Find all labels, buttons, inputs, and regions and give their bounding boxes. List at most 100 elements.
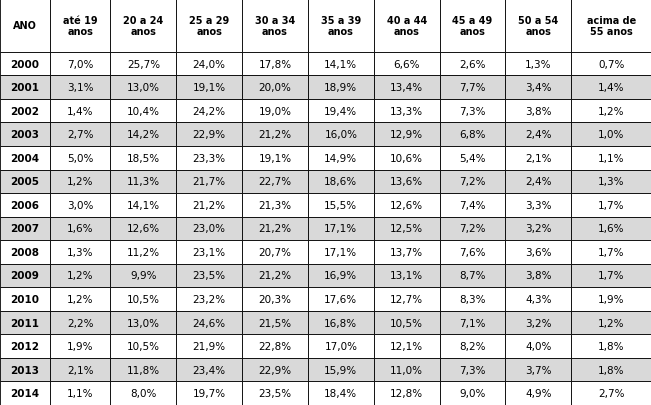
Bar [374, 288, 439, 311]
Text: 9,0%: 9,0% [460, 388, 486, 398]
Bar [308, 335, 374, 358]
Bar [505, 241, 572, 264]
Text: 24,2%: 24,2% [193, 107, 226, 116]
Bar [49, 100, 111, 123]
Text: 3,3%: 3,3% [525, 200, 551, 210]
Bar [374, 76, 439, 100]
Text: 2013: 2013 [10, 365, 39, 375]
Bar [374, 358, 439, 382]
Text: 11,3%: 11,3% [127, 177, 160, 187]
Bar [439, 100, 505, 123]
Text: 7,3%: 7,3% [459, 365, 486, 375]
Bar [0, 335, 49, 358]
Bar [49, 358, 111, 382]
Bar [242, 53, 308, 76]
Bar [111, 288, 176, 311]
Bar [111, 123, 176, 147]
Text: 23,0%: 23,0% [193, 224, 226, 234]
Bar [176, 170, 242, 194]
Text: 17,1%: 17,1% [324, 247, 357, 257]
Bar [111, 264, 176, 288]
Text: 1,2%: 1,2% [67, 271, 93, 281]
Text: 11,2%: 11,2% [127, 247, 160, 257]
Text: 20,7%: 20,7% [258, 247, 292, 257]
Bar [176, 335, 242, 358]
Text: 22,8%: 22,8% [258, 341, 292, 351]
Bar [439, 76, 505, 100]
Text: 11,8%: 11,8% [127, 365, 160, 375]
Text: 2,1%: 2,1% [525, 153, 551, 163]
Text: 2,6%: 2,6% [459, 60, 486, 69]
Bar [49, 76, 111, 100]
Text: 50 a 54
anos: 50 a 54 anos [518, 15, 559, 37]
Text: 2012: 2012 [10, 341, 39, 351]
Bar [242, 170, 308, 194]
Bar [176, 311, 242, 335]
Bar [439, 170, 505, 194]
Text: 2000: 2000 [10, 60, 39, 69]
Text: 2010: 2010 [10, 294, 39, 304]
Bar [242, 335, 308, 358]
Text: 2,7%: 2,7% [598, 388, 624, 398]
Text: 21,3%: 21,3% [258, 200, 292, 210]
Bar [49, 264, 111, 288]
Bar [572, 264, 651, 288]
Text: 4,9%: 4,9% [525, 388, 551, 398]
Text: 18,6%: 18,6% [324, 177, 357, 187]
Text: 1,2%: 1,2% [67, 294, 93, 304]
Text: 19,0%: 19,0% [258, 107, 292, 116]
Text: 1,9%: 1,9% [598, 294, 624, 304]
Text: 13,7%: 13,7% [390, 247, 423, 257]
Bar [505, 382, 572, 405]
Text: 2001: 2001 [10, 83, 39, 93]
Text: 10,5%: 10,5% [127, 341, 160, 351]
Bar [242, 147, 308, 170]
Text: 2002: 2002 [10, 107, 39, 116]
Bar [49, 311, 111, 335]
Bar [308, 288, 374, 311]
Text: 23,4%: 23,4% [193, 365, 226, 375]
Bar [49, 335, 111, 358]
Bar [374, 100, 439, 123]
Bar [0, 382, 49, 405]
Text: 11,0%: 11,0% [390, 365, 423, 375]
Bar [572, 241, 651, 264]
Text: 23,3%: 23,3% [193, 153, 226, 163]
Bar [0, 123, 49, 147]
Text: 16,0%: 16,0% [324, 130, 357, 140]
Bar [308, 123, 374, 147]
Bar [572, 311, 651, 335]
Text: 40 a 44
anos: 40 a 44 anos [387, 15, 427, 37]
Text: 14,1%: 14,1% [324, 60, 357, 69]
Bar [49, 123, 111, 147]
Bar [572, 53, 651, 76]
Bar [308, 217, 374, 241]
Text: 12,7%: 12,7% [390, 294, 423, 304]
Text: 2008: 2008 [10, 247, 39, 257]
Bar [374, 170, 439, 194]
Text: 2,4%: 2,4% [525, 130, 551, 140]
Bar [0, 241, 49, 264]
Text: 1,8%: 1,8% [598, 365, 624, 375]
Text: 35 a 39
anos: 35 a 39 anos [321, 15, 361, 37]
Bar [176, 0, 242, 53]
Text: 22,9%: 22,9% [258, 365, 292, 375]
Bar [111, 170, 176, 194]
Text: 1,2%: 1,2% [67, 177, 93, 187]
Bar [439, 217, 505, 241]
Text: 25 a 29
anos: 25 a 29 anos [189, 15, 229, 37]
Bar [0, 0, 49, 53]
Bar [505, 264, 572, 288]
Bar [176, 241, 242, 264]
Bar [308, 0, 374, 53]
Text: 1,3%: 1,3% [525, 60, 551, 69]
Bar [505, 170, 572, 194]
Bar [439, 382, 505, 405]
Text: até 19
anos: até 19 anos [62, 15, 98, 37]
Bar [242, 358, 308, 382]
Bar [176, 194, 242, 217]
Bar [505, 76, 572, 100]
Bar [505, 311, 572, 335]
Text: 21,2%: 21,2% [258, 271, 292, 281]
Text: 24,6%: 24,6% [193, 318, 226, 328]
